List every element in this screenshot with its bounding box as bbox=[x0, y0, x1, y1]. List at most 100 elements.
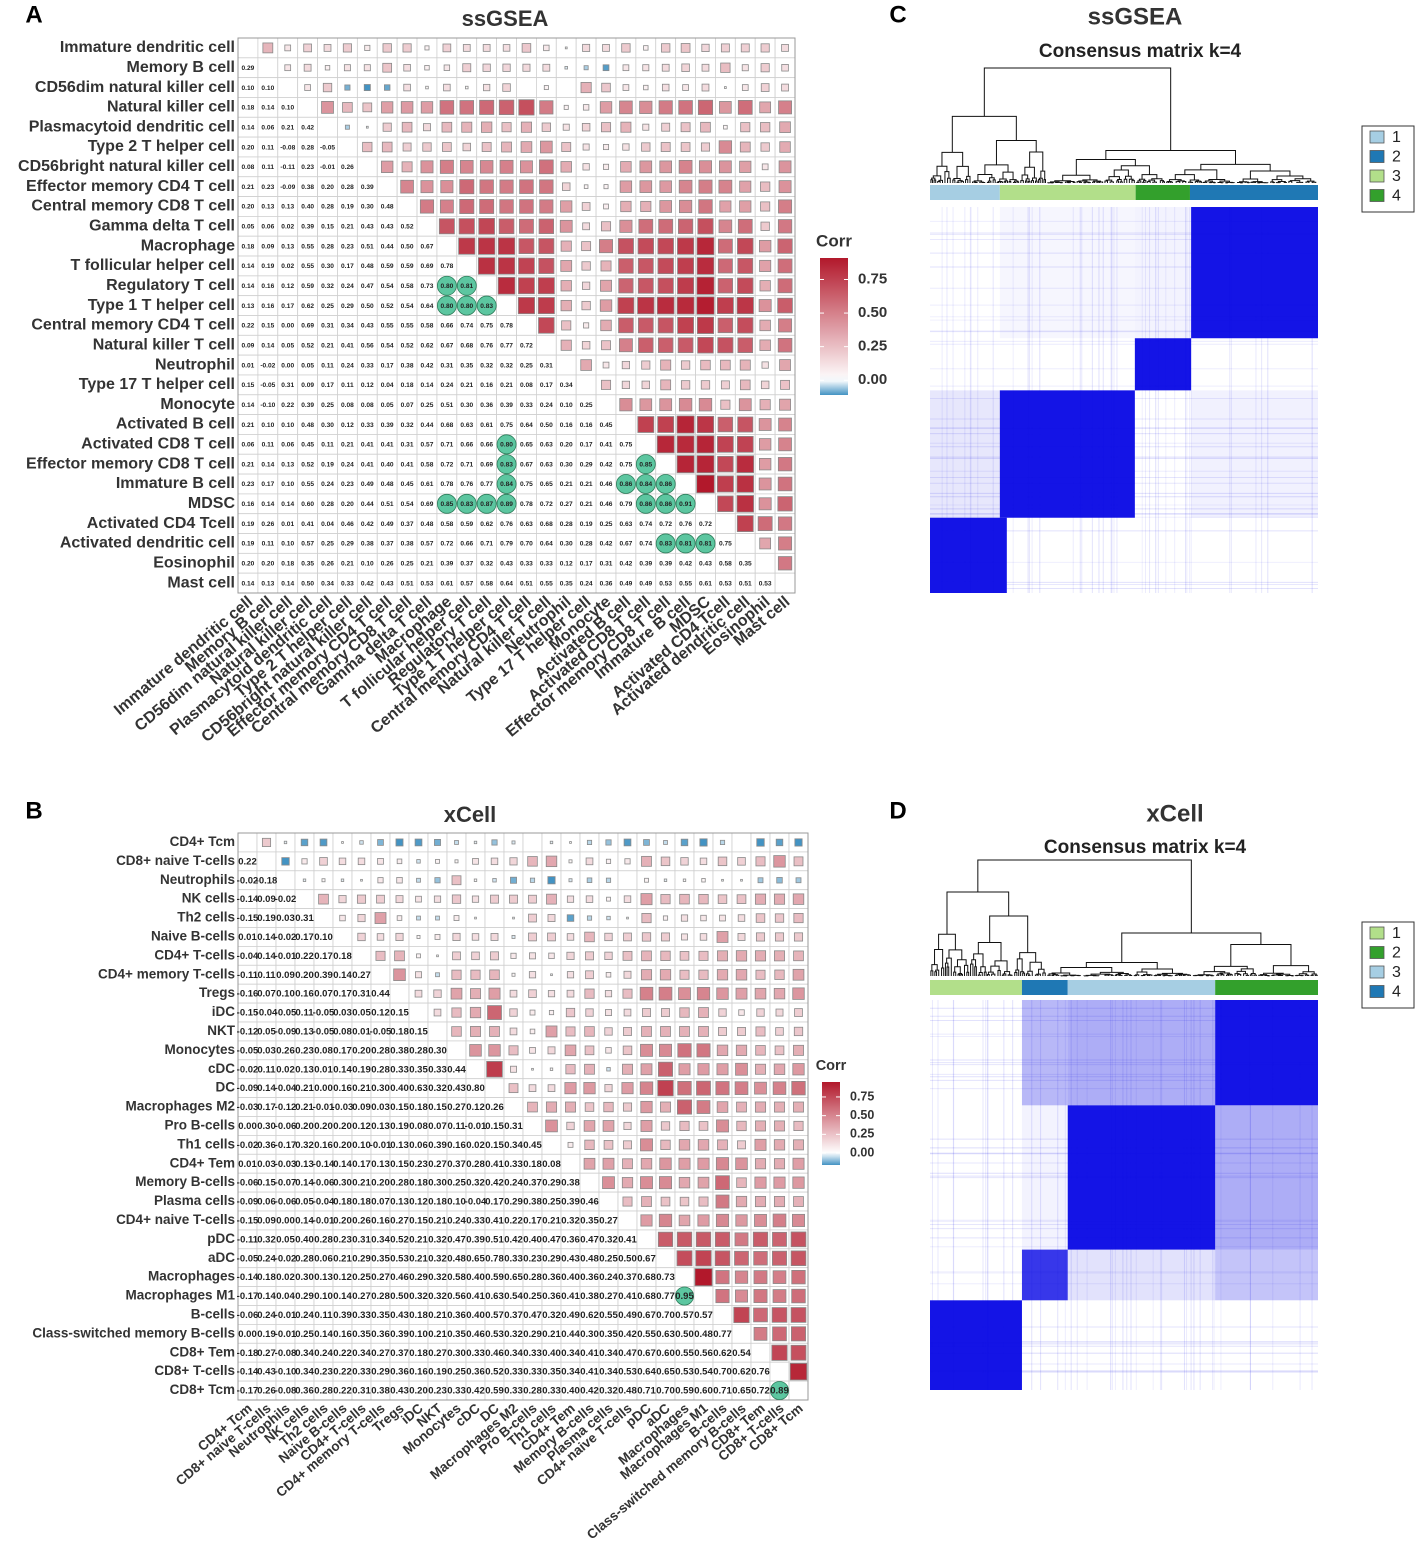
value-label: 0.16 bbox=[242, 501, 255, 508]
corr-square bbox=[481, 142, 492, 152]
dendrogram bbox=[930, 67, 1317, 184]
corr-square bbox=[420, 160, 434, 174]
value-label: 0.23 bbox=[242, 481, 255, 488]
cell bbox=[237, 832, 258, 853]
value-label: 0.40 bbox=[523, 1234, 542, 1245]
value-label: 0.36 bbox=[542, 1291, 561, 1302]
value-label: 0.42 bbox=[580, 1386, 599, 1397]
value-label: 0.14 bbox=[242, 263, 255, 270]
corr-square bbox=[738, 1009, 745, 1016]
value-label: 0.04 bbox=[276, 1291, 295, 1302]
value-label: 0.35 bbox=[371, 1310, 390, 1321]
value-label: 0.42 bbox=[504, 1234, 523, 1245]
corr-square bbox=[550, 973, 553, 977]
corr-square bbox=[501, 122, 512, 133]
value-label: 0.36 bbox=[600, 580, 613, 587]
corr-square bbox=[637, 258, 654, 274]
value-label: 0.75 bbox=[520, 481, 533, 488]
corr-square bbox=[537, 297, 555, 315]
value-label: 0.51 bbox=[381, 501, 394, 508]
corr-square bbox=[619, 219, 633, 233]
corr-square bbox=[792, 1157, 805, 1170]
value-label: 0.33 bbox=[523, 1367, 542, 1378]
cell bbox=[389, 983, 410, 1004]
row-label: Memory B cell bbox=[127, 59, 235, 76]
corr-square bbox=[622, 143, 630, 151]
cell bbox=[332, 927, 353, 947]
value-label: 0.08 bbox=[333, 1026, 352, 1037]
value-label: 0.63 bbox=[619, 521, 632, 528]
corr-square bbox=[498, 99, 515, 116]
value-label: 0.32 bbox=[428, 1253, 447, 1264]
corr-square bbox=[775, 1008, 784, 1017]
value-label: 0.78 bbox=[485, 1253, 504, 1264]
corr-square bbox=[698, 199, 713, 214]
corr-square bbox=[773, 1063, 786, 1075]
value-label: 0.41 bbox=[401, 461, 414, 468]
value-label: 0.02 bbox=[466, 1140, 485, 1151]
value-label: 0.25 bbox=[580, 402, 593, 409]
corr-square bbox=[471, 895, 480, 903]
value-label: 0.10 bbox=[281, 105, 294, 112]
corr-square bbox=[458, 237, 476, 255]
value-label: 0.40 bbox=[301, 204, 314, 211]
value-label: 0.76 bbox=[500, 521, 513, 528]
value-label: 0.21 bbox=[341, 442, 354, 449]
value-label: 0.41 bbox=[600, 442, 613, 449]
corr-square bbox=[680, 360, 691, 370]
value-label: 0.17 bbox=[333, 989, 352, 1000]
value-label: -0.05 bbox=[320, 144, 335, 151]
value-label: 0.27 bbox=[371, 1272, 390, 1283]
corr-square bbox=[639, 180, 653, 193]
corr-square bbox=[640, 893, 653, 906]
cell bbox=[617, 1210, 638, 1231]
value-label: 0.63 bbox=[656, 1329, 675, 1340]
corr-square bbox=[564, 66, 568, 70]
value-label: 0.18 bbox=[242, 243, 255, 250]
corr-square bbox=[737, 1027, 746, 1036]
value-label: -0.14 bbox=[237, 1272, 259, 1283]
corr-square bbox=[792, 1176, 805, 1189]
corr-square bbox=[734, 1232, 749, 1247]
value-label: 0.34 bbox=[561, 1367, 580, 1378]
corr-square bbox=[771, 1307, 788, 1323]
corr-square bbox=[621, 360, 630, 370]
legend-label: 1 bbox=[1392, 129, 1401, 146]
corr-square bbox=[281, 857, 290, 866]
value-label: 0.70 bbox=[656, 1386, 675, 1397]
value-label: 0.22 bbox=[333, 1386, 352, 1397]
corr-square bbox=[303, 43, 312, 53]
cluster-bar bbox=[1067, 980, 1216, 995]
corr-square bbox=[663, 840, 668, 845]
value-label: 0.18 bbox=[257, 1272, 276, 1283]
corr-square bbox=[676, 455, 695, 474]
corr-square bbox=[508, 1083, 519, 1094]
row-label: Monocytes bbox=[164, 1042, 235, 1057]
corr-square bbox=[698, 179, 713, 194]
value-label: 0.23 bbox=[301, 164, 314, 171]
value-label: 0.33 bbox=[352, 1310, 371, 1321]
value-label: 0.68 bbox=[637, 1272, 656, 1283]
value-label: -0.02 bbox=[275, 1253, 297, 1264]
value-label: 0.37 bbox=[381, 541, 394, 548]
cell bbox=[522, 1116, 543, 1136]
value-label: 0.14 bbox=[261, 105, 274, 112]
value-label: 0.29 bbox=[371, 1367, 390, 1378]
value-label: 0.13 bbox=[261, 580, 274, 587]
corr-square bbox=[488, 1044, 501, 1057]
value-label: 0.26 bbox=[321, 561, 334, 568]
value-label: 0.21 bbox=[542, 1215, 561, 1226]
corr-square bbox=[720, 43, 730, 53]
corr-square bbox=[601, 82, 611, 93]
corr-square bbox=[601, 379, 612, 390]
value-label: 0.57 bbox=[460, 580, 473, 587]
corr-square bbox=[718, 179, 733, 194]
value-label: 0.76 bbox=[480, 342, 493, 349]
corr-square bbox=[284, 64, 292, 72]
corr-square bbox=[756, 838, 765, 847]
row-label: DC bbox=[216, 1080, 236, 1095]
corr-square bbox=[546, 893, 557, 905]
value-label: 0.50 bbox=[401, 243, 414, 250]
corr-square bbox=[755, 1045, 766, 1056]
corr-square bbox=[719, 839, 726, 846]
